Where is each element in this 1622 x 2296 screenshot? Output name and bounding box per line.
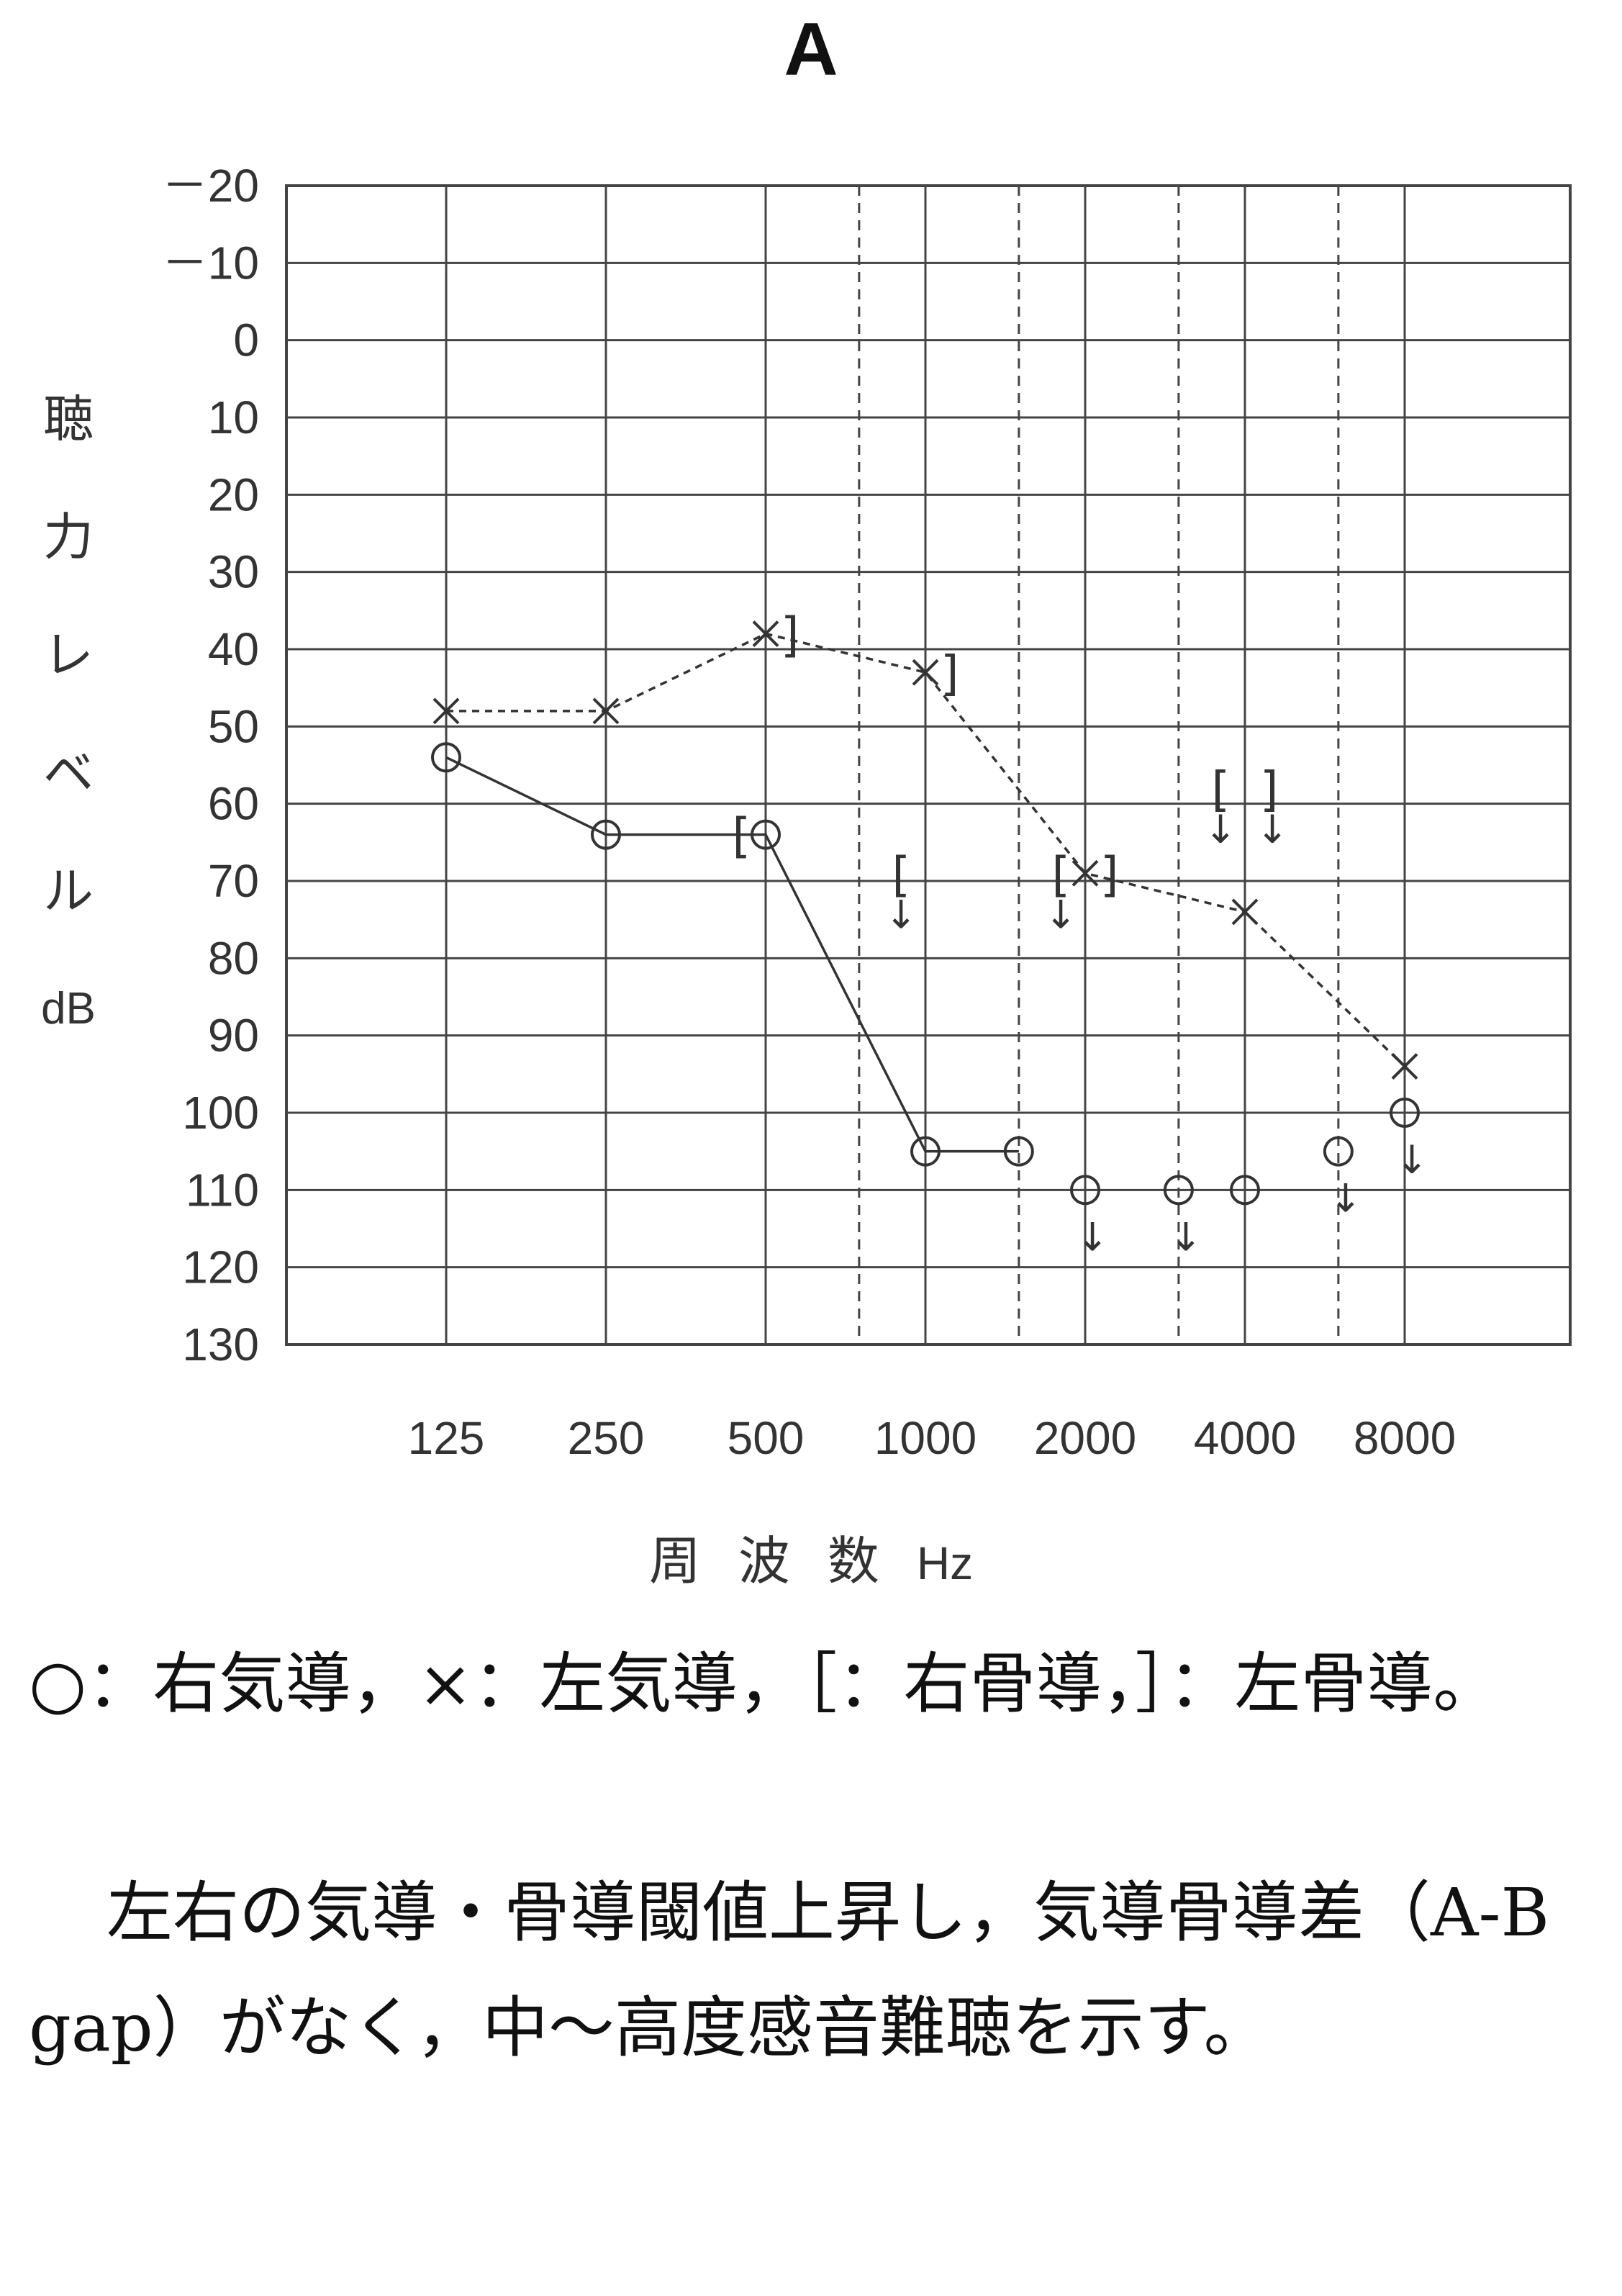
y-tick-label: 0 [233, 315, 259, 366]
chart-grid [285, 184, 1572, 1346]
y-axis-unit: dB [41, 984, 96, 1034]
left-bone-conduction-marker: ] [777, 607, 806, 663]
x-tick-labels: 125 250 500 1000 2000 4000 8000 [408, 1412, 1456, 1464]
y-tick-label: 50 [208, 700, 259, 752]
left-air-conduction-marker [1391, 1053, 1418, 1080]
description-caption: 左右の気導・骨導閾値上昇し，気導骨導差（A-B gap）がなく，中～高度感音難聴… [29, 1874, 1550, 2066]
legend-caption: ○：右気導，×：左気導，［：右骨導，］：左骨導。 [29, 1645, 1500, 1722]
panel-label: A [784, 8, 838, 91]
x-tick-label: 1000 [874, 1412, 977, 1464]
scale-out-arrow: ↓ [1256, 807, 1288, 852]
scale-out-arrow: ↓ [1076, 1214, 1108, 1260]
x-axis-label: 周波数Hz [0, 1519, 1622, 1594]
series-line [445, 756, 1019, 1153]
left-bone-conduction-marker: ] [937, 646, 966, 701]
right-air-conduction-marker [431, 742, 461, 773]
scale-out-arrow: ↓ [1395, 1137, 1428, 1183]
plot-frame [285, 184, 1572, 1346]
left-air-conduction-marker [592, 697, 620, 725]
y-tick-label: －20 [162, 160, 259, 212]
x-tick-label: 250 [568, 1412, 645, 1464]
x-tick-label: 4000 [1194, 1412, 1296, 1464]
right-air-conduction-marker [1163, 1175, 1194, 1206]
right-air-conduction-marker [751, 819, 781, 850]
right-bone-conduction-marker: [ [1205, 761, 1233, 817]
x-axis-label-word: 数 [827, 1531, 917, 1591]
x-axis-unit: Hz [916, 1537, 974, 1589]
left-air-conduction-marker [1231, 898, 1259, 926]
y-tick-label: 70 [208, 855, 259, 907]
series-markers: ↓ ↓↓↓[[↓[↓[↓]]]]↓ [431, 607, 1428, 1260]
scale-out-arrow: ↓ [1169, 1214, 1202, 1260]
y-tick-label: 80 [208, 932, 259, 984]
scale-out-arrow: ↓ [884, 892, 917, 937]
right-air-conduction-marker [591, 819, 621, 850]
scale-out-arrow: ↓ [1329, 1176, 1362, 1221]
y-axis-label-char: ル [43, 862, 94, 921]
right-air-conduction-marker [1230, 1175, 1260, 1206]
y-axis-label-char: ベ [43, 744, 94, 803]
left-bone-conduction-marker: ] [1097, 846, 1125, 902]
x-axis-label-word: 周 [648, 1531, 738, 1591]
y-tick-label: 10 [208, 392, 259, 443]
y-tick-label: 30 [208, 546, 259, 598]
right-air-conduction-marker [1390, 1098, 1420, 1128]
x-tick-label: 500 [728, 1412, 805, 1464]
y-axis-label: 聴 力 レ ベ ル dB [29, 360, 108, 1068]
audiogram-chart: －20 －10 0 10 20 30 40 50 60 70 80 90 100 110 120 130 12… [162, 160, 1572, 1464]
right-air-conduction-marker [910, 1136, 941, 1167]
y-tick-label: －10 [162, 237, 259, 289]
y-tick-label: 90 [208, 1010, 259, 1062]
y-tick-label: 20 [208, 469, 259, 520]
left-air-conduction-marker [752, 620, 779, 647]
y-axis-label-char: 力 [43, 507, 94, 566]
y-tick-label: 120 [182, 1242, 259, 1293]
y-axis-label-char: レ [43, 625, 94, 684]
left-air-conduction-marker [912, 659, 939, 686]
y-tick-label: 40 [208, 623, 259, 675]
left-air-conduction-marker [1071, 859, 1099, 887]
x-tick-label: 2000 [1034, 1412, 1136, 1464]
right-bone-conduction-marker: [ [725, 808, 754, 864]
scale-out-arrow: ↓ [1044, 892, 1077, 937]
y-tick-label: 110 [186, 1164, 259, 1216]
x-tick-label: 8000 [1354, 1412, 1456, 1464]
y-tick-labels: －20 －10 0 10 20 30 40 50 60 70 80 90 100 110 120 130 [162, 160, 259, 1370]
right-bone-conduction-marker: [ [1045, 846, 1074, 902]
x-tick-label: 125 [408, 1412, 485, 1464]
y-tick-label: 100 [182, 1087, 259, 1139]
y-tick-label: 60 [208, 778, 259, 830]
left-air-conduction-marker [432, 697, 460, 725]
right-bone-conduction-marker: [ [885, 846, 914, 902]
scale-out-arrow: ↓ [1204, 807, 1236, 852]
right-air-conduction-marker [1003, 1136, 1034, 1167]
left-bone-conduction-marker: ] [1256, 761, 1285, 817]
right-air-conduction-marker [1070, 1175, 1100, 1206]
y-axis-label-char: 聴 [43, 389, 94, 448]
y-tick-label: 130 [182, 1319, 259, 1370]
x-axis-label-word: 波 [738, 1531, 828, 1591]
right-air-conduction-marker [1323, 1136, 1354, 1167]
